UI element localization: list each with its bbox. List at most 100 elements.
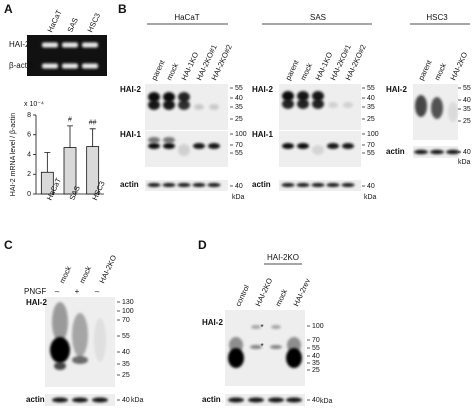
blot-band bbox=[297, 99, 309, 109]
y-tick-label: 6 bbox=[27, 132, 31, 139]
lane-label: mock bbox=[273, 287, 289, 307]
lane-label: mock bbox=[164, 61, 180, 81]
marker-label: 40 bbox=[235, 95, 243, 102]
y-tick-label: 4 bbox=[27, 151, 31, 158]
group-title: SAS bbox=[310, 13, 326, 22]
marker-label: 70 bbox=[235, 142, 243, 149]
row-label: β-actin bbox=[9, 61, 33, 70]
blot-band bbox=[52, 397, 68, 403]
blot-band bbox=[446, 149, 460, 155]
panel-label: A bbox=[4, 2, 13, 16]
blot-band bbox=[271, 325, 281, 329]
panel-label: C bbox=[4, 238, 13, 252]
blot-band bbox=[148, 137, 160, 143]
blot-band bbox=[208, 143, 220, 149]
blot-band bbox=[72, 313, 88, 357]
marker-label: 25 bbox=[463, 118, 471, 125]
marker-label: 40 bbox=[463, 97, 471, 104]
marker-label: 40 bbox=[122, 349, 130, 356]
blot-band bbox=[192, 183, 206, 187]
marker-label: 70 bbox=[367, 142, 375, 149]
marker-label: 70 bbox=[312, 337, 320, 344]
blot-band bbox=[147, 183, 161, 187]
blot-membrane bbox=[225, 394, 305, 406]
asterisk: * bbox=[260, 342, 263, 351]
treatment-sign: + bbox=[75, 287, 80, 296]
annotation: # bbox=[68, 117, 72, 124]
lane-label: mock bbox=[57, 264, 73, 284]
marker-label: 100 bbox=[122, 308, 134, 315]
blot-band bbox=[163, 92, 175, 102]
blot-band bbox=[178, 144, 190, 156]
marker-label: 130 bbox=[122, 299, 134, 306]
unit-label: kDa bbox=[232, 194, 245, 201]
blot-band bbox=[209, 104, 219, 110]
blot-band bbox=[312, 99, 324, 109]
row-label: HAI-2 bbox=[9, 40, 30, 49]
asterisk: * bbox=[260, 323, 263, 332]
blot-band bbox=[328, 102, 338, 108]
blot-band bbox=[268, 397, 284, 403]
group-title: HaCaT bbox=[174, 13, 199, 22]
blot-band bbox=[178, 92, 190, 102]
error-bar bbox=[44, 152, 51, 173]
row-label: HAI-2 bbox=[26, 298, 47, 307]
marker-label: 40 bbox=[312, 397, 320, 404]
y-axis-label: HAI-2 mRNA level / β-actin bbox=[10, 113, 17, 196]
blot-band bbox=[296, 183, 310, 187]
blot-band bbox=[148, 92, 160, 102]
blot-band bbox=[287, 337, 301, 353]
blot-band bbox=[312, 145, 324, 155]
treatment-label: PNGF bbox=[24, 287, 46, 296]
gel-band bbox=[62, 63, 78, 69]
unit-label: kDa bbox=[320, 398, 333, 405]
row-label: actin bbox=[386, 147, 405, 156]
marker-label: 40 bbox=[367, 95, 375, 102]
row-label: actin bbox=[120, 180, 139, 189]
marker-label: 55 bbox=[235, 150, 243, 157]
marker-label: 55 bbox=[367, 85, 375, 92]
row-label: HAI-2 bbox=[120, 85, 141, 94]
blot-band bbox=[163, 137, 175, 143]
blot-band bbox=[193, 143, 205, 149]
blot-band bbox=[148, 143, 160, 149]
row-label: actin bbox=[202, 395, 221, 404]
blot-band bbox=[282, 91, 294, 101]
marker-label: 70 bbox=[122, 317, 130, 324]
marker-label: 35 bbox=[312, 360, 320, 367]
blot-band bbox=[248, 397, 264, 403]
lane-label: mock bbox=[432, 61, 448, 81]
scale-label: x 10⁻⁴ bbox=[24, 101, 44, 108]
blot-band bbox=[194, 104, 204, 110]
marker-label: 35 bbox=[367, 104, 375, 111]
y-tick-label: 0 bbox=[27, 191, 31, 198]
marker-label: 100 bbox=[312, 323, 324, 330]
lane-label: control bbox=[233, 283, 251, 308]
blot-band bbox=[177, 183, 191, 187]
blot-band bbox=[286, 397, 302, 403]
blot-band bbox=[282, 143, 294, 149]
blot-band bbox=[312, 91, 324, 101]
marker-label: 100 bbox=[235, 131, 247, 138]
blot-band bbox=[415, 95, 427, 117]
gel-band bbox=[82, 63, 98, 69]
blot-band bbox=[326, 183, 340, 187]
marker-label: 35 bbox=[122, 361, 130, 368]
blot-band bbox=[286, 348, 302, 368]
blot-band bbox=[72, 356, 88, 364]
panel-label: D bbox=[198, 238, 207, 252]
marker-label: 40 bbox=[235, 183, 243, 190]
lane-label: HAI-2KO bbox=[253, 277, 274, 308]
marker-label: 55 bbox=[235, 85, 243, 92]
gel-band bbox=[82, 42, 98, 48]
blot-band bbox=[92, 397, 108, 403]
blot-band bbox=[297, 91, 309, 101]
blot-band bbox=[448, 102, 458, 122]
lane-label: HAI-2KO bbox=[97, 254, 118, 285]
blot-band bbox=[54, 362, 66, 370]
row-label: HAI-2 bbox=[386, 85, 407, 94]
blot-band bbox=[52, 302, 68, 342]
annotation: ## bbox=[89, 120, 97, 127]
lane-label: mock bbox=[77, 264, 93, 284]
marker-label: 40 bbox=[463, 149, 471, 156]
